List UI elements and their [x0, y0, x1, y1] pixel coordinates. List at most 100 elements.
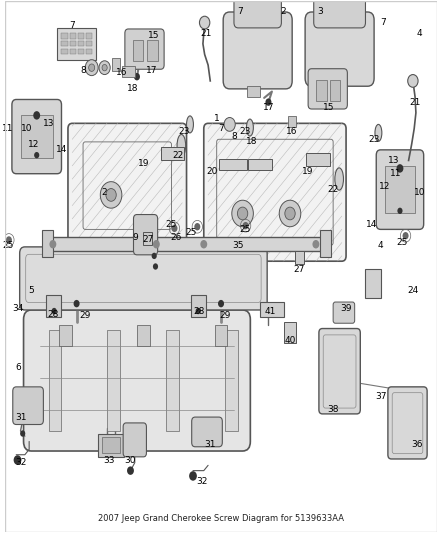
- Ellipse shape: [335, 168, 343, 190]
- Bar: [113, 58, 120, 71]
- Bar: [143, 232, 152, 245]
- Circle shape: [33, 111, 40, 119]
- Bar: [248, 159, 272, 170]
- Text: 41: 41: [265, 307, 276, 316]
- Circle shape: [232, 200, 253, 227]
- Circle shape: [171, 224, 177, 232]
- Bar: [21, 115, 53, 158]
- Text: 25: 25: [396, 238, 408, 247]
- Text: 28: 28: [47, 310, 59, 319]
- Text: 3: 3: [317, 7, 323, 17]
- Bar: [46, 295, 61, 317]
- Text: 27: 27: [142, 236, 153, 245]
- Bar: [78, 41, 84, 46]
- Circle shape: [196, 308, 201, 314]
- Text: 24: 24: [407, 286, 419, 295]
- Ellipse shape: [247, 119, 253, 136]
- Bar: [166, 330, 179, 431]
- Text: 31: 31: [15, 413, 26, 422]
- Circle shape: [189, 471, 197, 481]
- Text: 11: 11: [2, 124, 13, 133]
- Text: 18: 18: [245, 138, 257, 147]
- Bar: [86, 49, 92, 54]
- FancyBboxPatch shape: [305, 12, 374, 86]
- Bar: [61, 49, 67, 54]
- Bar: [161, 147, 184, 160]
- Circle shape: [265, 99, 272, 106]
- Circle shape: [152, 253, 157, 259]
- Circle shape: [88, 64, 95, 71]
- Text: 7: 7: [380, 18, 385, 27]
- Circle shape: [279, 200, 301, 227]
- Text: 32: 32: [196, 477, 207, 486]
- Bar: [365, 269, 381, 298]
- Ellipse shape: [375, 124, 382, 141]
- FancyBboxPatch shape: [388, 387, 427, 459]
- Text: 32: 32: [15, 458, 26, 467]
- Text: 14: 14: [366, 220, 378, 229]
- Bar: [283, 322, 297, 343]
- Text: 12: 12: [379, 182, 391, 191]
- Text: 23: 23: [179, 127, 190, 136]
- Text: 10: 10: [21, 124, 33, 133]
- FancyBboxPatch shape: [204, 123, 346, 261]
- Text: 26: 26: [170, 233, 181, 242]
- Circle shape: [194, 223, 200, 230]
- Bar: [57, 28, 96, 60]
- FancyBboxPatch shape: [234, 0, 281, 28]
- Ellipse shape: [177, 134, 186, 157]
- Text: 6: 6: [15, 363, 21, 372]
- Circle shape: [243, 222, 249, 229]
- Text: 2007 Jeep Grand Cherokee Screw Diagram for 5139633AA: 2007 Jeep Grand Cherokee Screw Diagram f…: [98, 514, 344, 523]
- Bar: [86, 33, 92, 38]
- Text: 2: 2: [281, 7, 286, 17]
- Text: 28: 28: [194, 307, 205, 316]
- Bar: [215, 325, 227, 346]
- Circle shape: [237, 207, 248, 220]
- FancyBboxPatch shape: [125, 29, 164, 69]
- Bar: [61, 41, 67, 46]
- Circle shape: [312, 240, 319, 248]
- Text: 14: 14: [56, 146, 67, 155]
- Text: 36: 36: [411, 440, 423, 449]
- Text: 15: 15: [323, 103, 335, 112]
- Circle shape: [34, 152, 39, 158]
- Text: 23: 23: [239, 127, 251, 136]
- Bar: [102, 437, 120, 453]
- FancyBboxPatch shape: [123, 423, 146, 457]
- FancyBboxPatch shape: [20, 247, 267, 310]
- Text: 13: 13: [388, 156, 399, 165]
- Bar: [61, 33, 67, 38]
- Text: 4: 4: [417, 29, 422, 38]
- Bar: [98, 433, 124, 457]
- Text: 34: 34: [13, 304, 24, 313]
- FancyBboxPatch shape: [12, 100, 61, 174]
- Bar: [316, 80, 327, 101]
- Bar: [49, 330, 61, 431]
- Text: 19: 19: [301, 166, 313, 175]
- Text: 11: 11: [390, 169, 401, 178]
- Text: 16: 16: [116, 68, 127, 77]
- Text: 29: 29: [219, 311, 231, 320]
- Circle shape: [403, 232, 409, 239]
- Text: 35: 35: [233, 241, 244, 250]
- FancyBboxPatch shape: [192, 417, 223, 447]
- Text: 12: 12: [28, 140, 39, 149]
- Bar: [46, 237, 322, 251]
- Bar: [86, 41, 92, 46]
- Text: 2: 2: [102, 188, 107, 197]
- Bar: [107, 330, 120, 431]
- Text: 19: 19: [138, 159, 149, 167]
- Bar: [307, 152, 330, 166]
- Circle shape: [20, 430, 25, 437]
- Bar: [70, 41, 76, 46]
- Bar: [133, 39, 143, 61]
- Text: 23: 23: [368, 135, 380, 144]
- FancyBboxPatch shape: [24, 310, 251, 451]
- Bar: [295, 251, 304, 264]
- FancyBboxPatch shape: [13, 387, 43, 424]
- Circle shape: [397, 208, 403, 214]
- Circle shape: [127, 466, 134, 475]
- Text: 1: 1: [214, 114, 219, 123]
- Text: 17: 17: [146, 66, 158, 75]
